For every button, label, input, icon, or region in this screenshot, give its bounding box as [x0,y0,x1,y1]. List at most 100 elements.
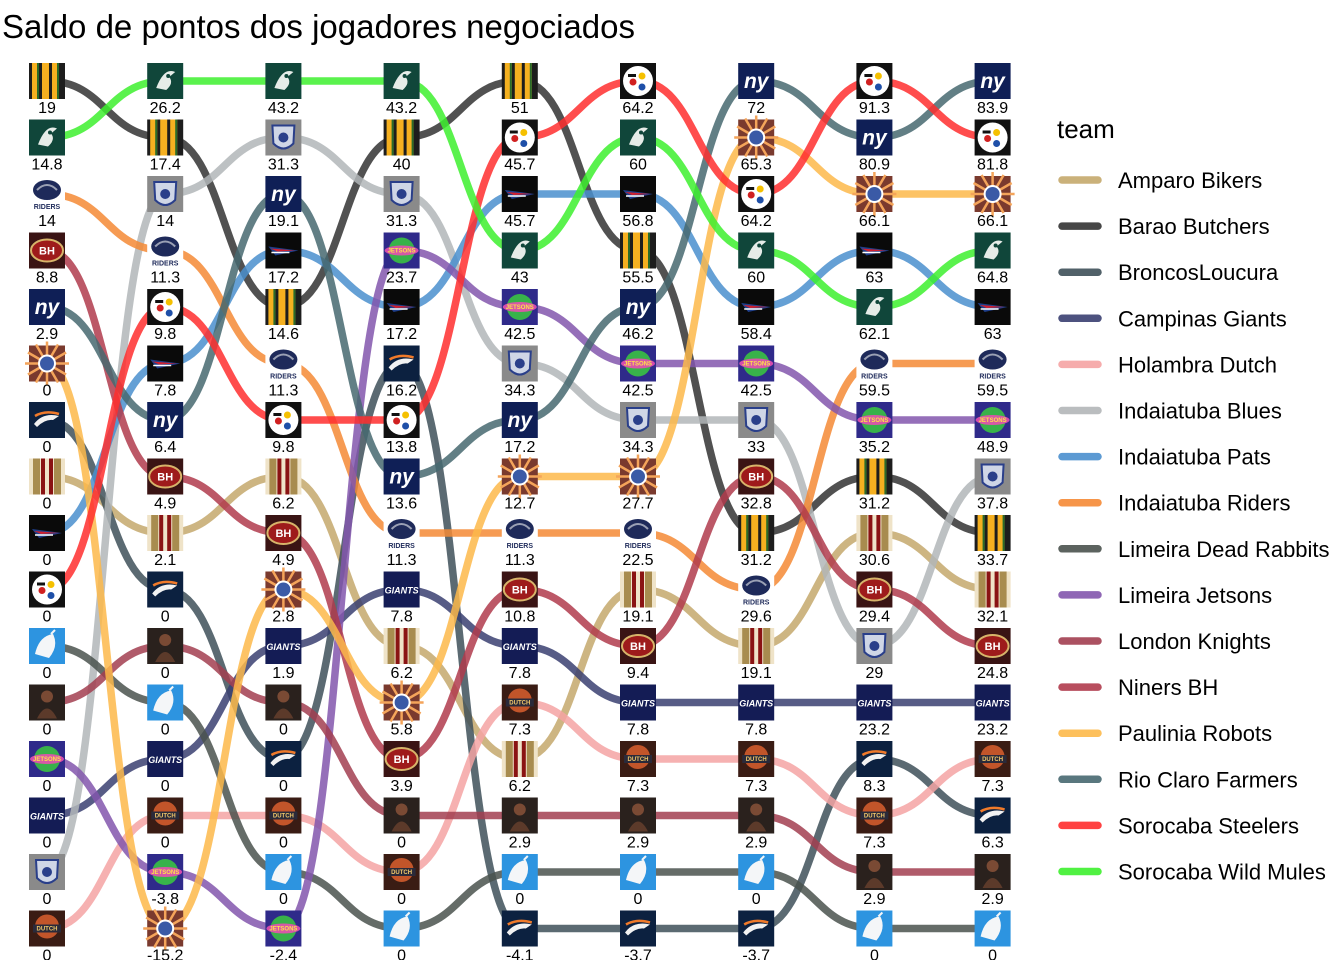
legend-title: team [1057,114,1115,144]
value-label: 7.3 [981,778,1003,795]
svg-text:ny: ny [980,70,1006,93]
robots-burst-icon [25,341,69,386]
line-niners-bh [43,246,997,763]
team-icons: RIDERS BH ny JETSONS GIANTS DUTCH RIDERS ny BH GI… [25,63,1015,951]
value-label: 31.3 [386,213,417,230]
value-label: 29.4 [859,609,890,626]
value-label: 23.2 [977,722,1008,739]
svg-text:RIDERS: RIDERS [388,543,415,550]
value-label: 60 [629,157,647,174]
blues-shield-icon [501,345,538,382]
giants-wordmark-icon: GIANTS [265,628,302,664]
value-label: 0 [43,665,52,682]
value-label: 1.9 [272,665,294,682]
giants-wordmark-icon: GIANTS [147,741,184,777]
legend-label: Sorocaba Wild Mules [1118,860,1326,885]
value-label: 2.9 [627,835,649,852]
farmers-ny-icon: ny [974,63,1011,99]
value-label: 0 [397,891,406,908]
value-label: 0 [43,609,52,626]
robots-burst-icon [734,115,779,160]
giants-wordmark-icon: GIANTS [620,684,656,721]
value-label: 6.3 [981,835,1003,852]
value-label: 43 [511,270,529,287]
svg-text:JETSONS: JETSONS [742,362,770,368]
value-label: 7.8 [627,722,649,739]
value-label: 65.3 [741,157,772,174]
value-label: 64.2 [622,100,653,117]
amparo-bikers-stripes-icon [620,571,656,608]
knights-dark-figure-icon [29,684,65,721]
farmers-ny-icon: ny [383,458,420,495]
value-label: 42.5 [504,326,535,343]
blues-shield-icon [974,458,1011,495]
value-label: 24.8 [977,665,1008,682]
value-label: 4.9 [154,496,176,513]
pats-flying-elvis-icon [29,515,65,551]
value-label: 17.4 [150,157,181,174]
value-label: 0 [870,948,879,960]
value-label: 2.1 [154,552,176,569]
legend-label: Niners BH [1118,675,1218,700]
jetsons-globe-icon: JETSONS [265,910,302,947]
barao-butchers-stripes-icon [501,63,538,99]
broncos-horse-icon [974,797,1011,834]
value-label: 60 [747,270,765,287]
svg-text:DUTCH: DUTCH [391,870,412,876]
blues-shield-icon [147,176,184,212]
holambra-dutch-badge-icon: DUTCH [147,797,184,834]
svg-text:BH: BH [275,528,291,540]
broncos-horse-icon [620,910,656,947]
broncos-horse-icon [501,910,538,947]
holambra-dutch-badge-icon: DUTCH [383,854,420,890]
jetsons-globe-icon: JETSONS [856,402,893,438]
value-label: 81.8 [977,157,1008,174]
riders-badge-icon: RIDERS [974,345,1011,382]
pats-flying-elvis-icon [974,289,1011,325]
robots-burst-icon [379,680,424,725]
broncos-horse-icon [856,741,893,777]
broncos-horse-icon [147,571,184,608]
riders-badge-icon: RIDERS [620,515,656,551]
svg-text:DUTCH: DUTCH [628,757,649,763]
value-label: 45.7 [504,157,535,174]
value-label: 11.3 [505,552,535,569]
value-label: 0 [161,665,170,682]
pats-flying-elvis-icon [383,289,420,325]
knights-dark-figure-icon [265,684,302,721]
amparo-bikers-stripes-icon [738,628,775,664]
value-label: 0 [161,722,170,739]
farmers-ny-icon: ny [501,402,538,438]
value-label: 31.3 [268,157,299,174]
legend-label: BroncosLoucura [1118,260,1279,285]
value-label: 0 [161,778,170,795]
blues-shield-icon [620,402,656,438]
dead-rabbits-figure-icon [147,684,184,721]
steelers-logo-icon [738,176,775,212]
barao-butchers-stripes-icon [383,119,420,156]
value-label: 14 [38,213,56,230]
svg-text:BH: BH [157,472,173,484]
value-label: 72 [747,100,765,117]
holambra-dutch-badge-icon: DUTCH [265,797,302,834]
amparo-bikers-stripes-icon [856,515,893,551]
broncos-horse-icon [265,741,302,777]
value-label: 51 [511,100,529,117]
value-label: 46.2 [622,326,653,343]
value-label: 7.8 [154,383,176,400]
value-label: 31.2 [859,496,890,513]
value-label: -4.1 [506,948,534,960]
jetsons-globe-icon: JETSONS [974,402,1011,438]
value-label: 64.8 [977,270,1008,287]
steelers-logo-icon [856,63,893,99]
value-label: 0 [397,948,406,960]
value-label: 26.2 [150,100,181,117]
dead-rabbits-figure-icon [383,910,420,947]
value-label: 0 [515,891,524,908]
blues-shield-icon [738,402,775,438]
value-label: 45.7 [504,213,535,230]
svg-text:ny: ny [271,183,297,206]
holambra-dutch-badge-icon: DUTCH [738,741,775,777]
value-label: 19 [38,100,56,117]
legend-label: Indaiatuba Pats [1118,445,1271,470]
